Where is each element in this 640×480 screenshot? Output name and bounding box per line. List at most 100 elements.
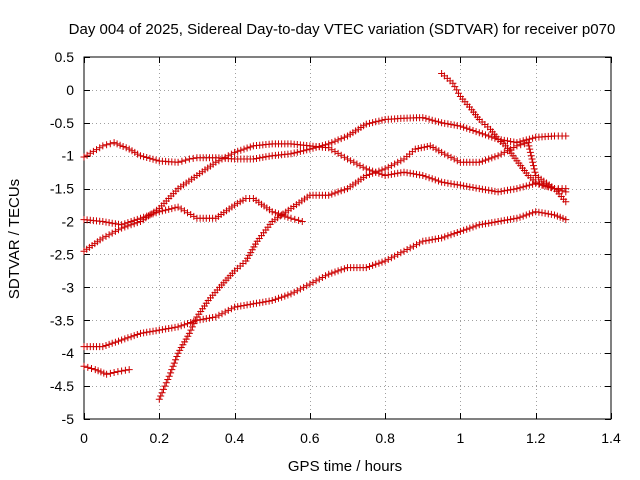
data-point	[162, 379, 170, 387]
data-point	[513, 142, 521, 150]
data-point	[539, 181, 547, 189]
data-point	[525, 142, 533, 150]
data-point	[110, 369, 118, 376]
data-point	[328, 269, 336, 277]
data-point	[438, 148, 446, 156]
data-point	[215, 157, 223, 165]
data-point	[146, 154, 154, 162]
data-point	[463, 124, 471, 132]
data-point	[295, 216, 303, 224]
data-point	[372, 118, 380, 126]
data-point	[331, 148, 339, 156]
data-point	[423, 143, 431, 150]
x-tick-label: 0.8	[375, 430, 395, 446]
data-point	[344, 155, 351, 163]
data-point	[218, 310, 226, 318]
data-point	[265, 297, 273, 305]
data-point	[158, 389, 166, 397]
data-point	[130, 332, 138, 340]
data-point	[334, 267, 342, 275]
data-point	[466, 125, 474, 133]
series-trace-d	[80, 208, 570, 351]
data-point	[472, 128, 480, 136]
data-point	[485, 132, 493, 140]
data-point	[441, 179, 449, 187]
data-point	[526, 145, 534, 153]
data-point	[157, 392, 165, 400]
y-tick-label: -2	[62, 214, 75, 230]
data-point	[337, 187, 345, 195]
data-point	[516, 213, 524, 221]
data-point	[414, 145, 422, 152]
data-point	[519, 183, 527, 191]
data-point	[246, 143, 254, 151]
data-point	[413, 241, 420, 249]
data-point	[478, 157, 486, 165]
data-point	[444, 152, 452, 160]
data-point	[394, 251, 402, 258]
data-point	[331, 137, 339, 145]
data-point	[535, 208, 543, 216]
data-point	[124, 222, 132, 230]
data-point	[174, 158, 182, 166]
data-point	[287, 150, 295, 158]
data-point	[543, 182, 551, 190]
data-point	[381, 172, 389, 179]
y-tick-label: -4.5	[50, 378, 74, 394]
data-point	[187, 211, 195, 218]
data-point	[530, 165, 538, 173]
data-point	[268, 208, 276, 216]
data-point	[531, 168, 539, 176]
data-point	[411, 145, 419, 153]
data-point	[182, 156, 190, 164]
data-point	[187, 326, 195, 334]
x-tick-label: 0.2	[150, 430, 170, 446]
x-tick-label: 1.4	[601, 430, 621, 446]
y-tick-label: -1	[62, 148, 75, 164]
data-point	[271, 295, 279, 303]
data-point	[438, 119, 446, 127]
data-series	[80, 70, 570, 403]
data-point	[180, 207, 188, 215]
data-point	[334, 149, 342, 157]
data-point	[240, 302, 248, 309]
x-tick-label: 1.2	[526, 430, 546, 446]
data-point	[99, 142, 107, 150]
data-point	[253, 299, 260, 307]
x-tick-label: 0.4	[225, 430, 245, 446]
data-point	[212, 313, 220, 321]
data-point	[562, 132, 570, 140]
data-point	[246, 300, 254, 308]
data-point	[394, 158, 402, 166]
data-point	[494, 152, 502, 160]
data-point	[453, 86, 461, 94]
data-point	[278, 293, 286, 301]
data-point	[328, 146, 336, 154]
y-tick-label: -5	[62, 411, 75, 427]
series-trace-e	[80, 362, 133, 378]
data-point	[463, 225, 471, 233]
data-point	[372, 168, 380, 176]
data-point	[146, 211, 154, 219]
data-point	[108, 229, 116, 237]
data-point	[403, 169, 411, 177]
chart-title: Day 004 of 2025, Sidereal Day-to-day VTE…	[69, 21, 616, 38]
data-point	[140, 153, 148, 161]
data-point	[118, 367, 126, 375]
data-point	[450, 230, 458, 238]
data-point	[375, 259, 383, 267]
data-point	[309, 278, 317, 286]
data-point	[187, 319, 195, 326]
data-point	[176, 346, 184, 354]
data-point	[184, 320, 191, 328]
data-point	[290, 288, 298, 296]
data-point	[425, 115, 433, 123]
data-point	[485, 155, 493, 163]
data-point	[259, 153, 267, 161]
data-point	[378, 166, 386, 174]
data-point	[422, 173, 430, 181]
data-point	[516, 184, 524, 192]
data-point	[409, 170, 417, 178]
axis-ticks: 0 0.2 0.4 0.6 0.8 1 1.2 1.4 0.5 0 -0.5 -1 -1.5 -2 -2.5…	[50, 49, 621, 446]
data-point	[80, 362, 88, 370]
